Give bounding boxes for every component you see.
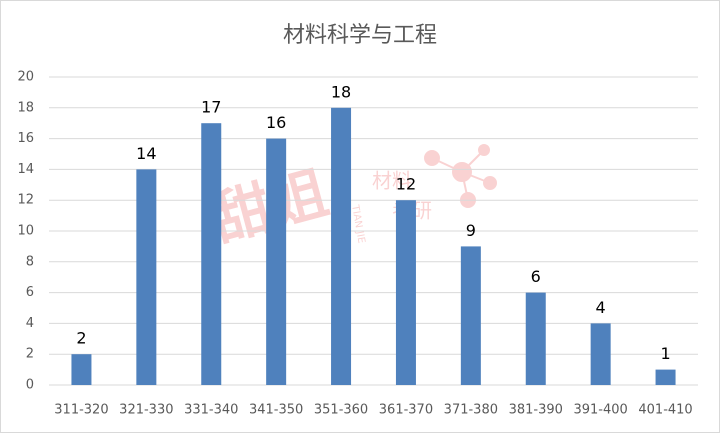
bar [71,354,92,385]
x-tick-label: 401-410 [638,403,692,418]
data-label: 4 [596,298,606,317]
data-label: 9 [466,221,476,240]
data-label: 14 [136,144,156,163]
y-tick-label: 14 [17,162,34,177]
y-tick-label: 12 [17,193,34,208]
bar [266,138,287,385]
y-tick-label: 6 [26,285,34,300]
data-label: 16 [266,113,286,132]
y-tick-label: 0 [26,378,34,393]
y-tick-label: 10 [17,224,34,239]
x-tick-label: 311-320 [54,403,108,418]
data-label: 17 [201,98,221,117]
data-label: 12 [396,175,416,194]
x-tick-label: 361-370 [379,403,433,418]
bar [395,200,416,385]
x-tick-label: 331-340 [184,403,238,418]
bar [331,107,352,386]
bar [201,123,222,385]
data-label: 2 [76,329,86,348]
watermark-icon [424,144,497,208]
y-tick-label: 8 [26,254,34,269]
x-tick-label: 351-360 [314,403,368,418]
x-tick-label: 321-330 [119,403,173,418]
bar [655,369,676,385]
bar [590,323,611,385]
bar [460,246,481,385]
data-label: 18 [331,82,351,101]
x-tick-label: 341-350 [249,403,303,418]
y-tick-label: 18 [17,100,34,115]
watermark-text: 材料 [372,169,412,193]
data-label: 1 [660,344,670,363]
y-tick-label: 2 [26,347,34,362]
bar [136,169,157,385]
y-tick-label: 16 [17,131,34,146]
x-tick-label: 391-400 [573,403,627,418]
chart-title: 材料科学与工程 [283,23,437,48]
x-tick-label: 371-380 [444,403,498,418]
x-tick-label: 381-390 [509,403,563,418]
y-tick-label: 4 [26,316,34,331]
bar [525,292,546,385]
y-tick-label: 20 [17,70,34,85]
data-label: 6 [531,267,541,286]
